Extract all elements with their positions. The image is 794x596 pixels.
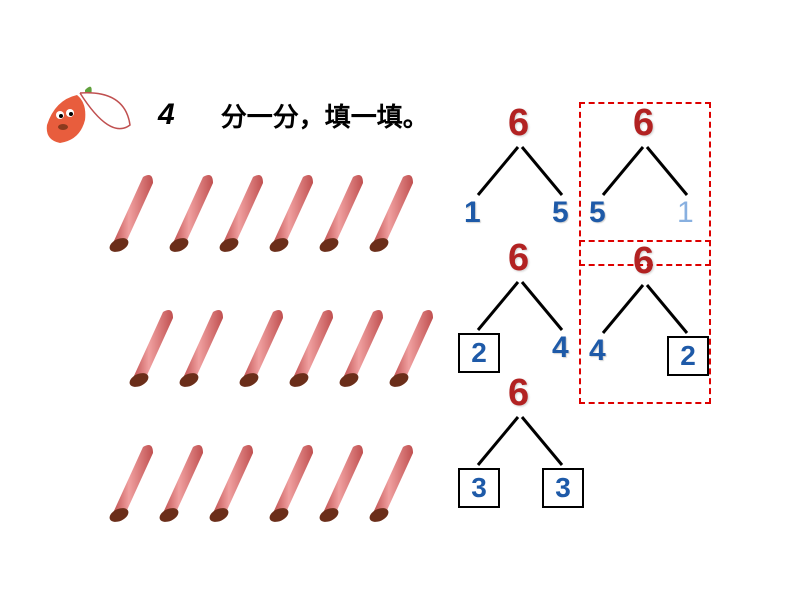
decomp-left-number: 1 [464,196,481,230]
answer-box[interactable]: 3 [458,468,500,508]
stick-icon [235,300,285,390]
stick-icon [285,300,337,395]
stick-icon [105,165,155,255]
stick-icon [215,165,267,260]
stick-icon [385,300,437,395]
decomp-top-number: 6 [508,237,529,280]
stick-icon [215,165,265,255]
stick-icon [105,435,155,525]
decomp-top-number: 6 [633,240,654,283]
header: 4 分一分，填一填。 [35,85,429,145]
stick-icon [265,435,315,525]
stick-icon [125,300,175,390]
page-title: 分一分，填一填。 [221,97,429,134]
answer-box[interactable]: 2 [667,336,709,376]
stick-icon [265,165,315,255]
answer-box[interactable]: 3 [542,468,584,508]
stick-icon [155,435,207,530]
sticks-row [125,300,435,390]
stick-icon [315,435,367,530]
pepper-character-icon [35,85,90,145]
decomp-right-number: 1 [677,196,694,230]
stick-icon [365,435,415,525]
decomp-lines [585,283,705,338]
stick-icon [105,435,157,530]
stick-icon [205,435,257,530]
stick-icon [365,435,417,530]
stick-icon [125,300,177,395]
stick-icon [165,165,215,255]
decomp-left-number: 5 [589,196,606,230]
stick-icon [335,300,385,390]
stick-icon [335,300,387,395]
stick-icon [265,435,317,530]
decomp-lines [460,145,580,200]
sticks-row [105,165,415,255]
answer-box[interactable]: 2 [458,333,500,373]
decomp-left-number: 4 [589,334,606,368]
decomp-top-number: 6 [508,372,529,415]
decomp-right-number: 4 [552,331,569,365]
stick-icon [165,165,217,260]
stick-icon [285,300,335,390]
decomp-lines [460,415,580,470]
stick-icon [235,300,287,395]
decomp-lines [585,145,705,200]
stick-icon [315,165,367,260]
stick-icon [265,165,317,260]
decomp-right-number: 5 [552,196,569,230]
stick-icon [385,300,435,390]
decomp-top-number: 6 [633,102,654,145]
stick-icon [175,300,227,395]
stick-icon [315,435,365,525]
stick-icon [105,165,157,260]
stick-icon [315,165,365,255]
decomp-top-number: 6 [508,102,529,145]
stick-icon [155,435,205,525]
sticks-row [105,435,415,525]
problem-number: 4 [158,98,175,132]
stick-icon [175,300,225,390]
stick-icon [205,435,255,525]
stick-icon [365,165,415,255]
stick-icon [365,165,417,260]
decomp-lines [460,280,580,335]
